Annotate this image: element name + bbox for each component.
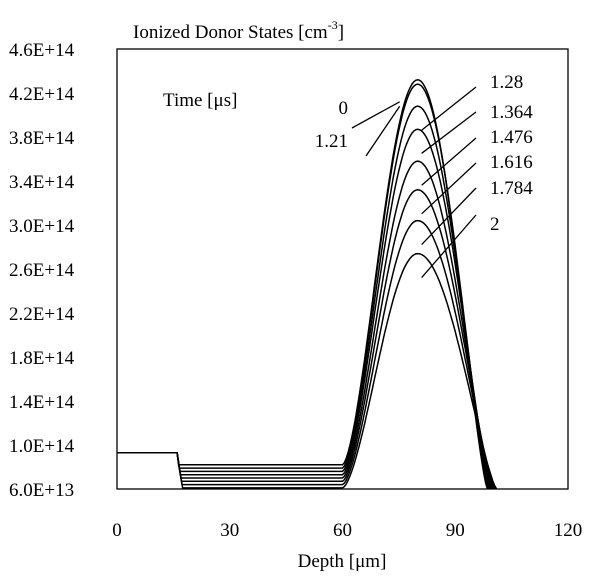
y-tick-label: 1.4E+14 bbox=[9, 392, 75, 413]
x-tick-label: 90 bbox=[446, 520, 465, 541]
series-labels: 0 1.21 1.28 1.364 1.476 1.616 1.784 2 bbox=[315, 72, 533, 279]
leader-line bbox=[421, 187, 477, 246]
series-label: 1.21 bbox=[315, 131, 348, 152]
series-line bbox=[117, 219, 496, 490]
leader-line bbox=[421, 86, 477, 131]
y-tick-label: 1.8E+14 bbox=[9, 348, 75, 369]
y-tick-label: 2.6E+14 bbox=[9, 260, 75, 281]
series-label: 2 bbox=[490, 214, 500, 235]
y-tick-label: 4.6E+14 bbox=[9, 40, 75, 61]
series-line bbox=[117, 128, 493, 490]
series-label: 1.784 bbox=[490, 178, 533, 199]
series-label: 1.364 bbox=[490, 102, 533, 123]
chart-title-superscript: -3 bbox=[328, 18, 338, 32]
series-label: 0 bbox=[339, 98, 349, 119]
leader-line bbox=[421, 111, 477, 154]
y-tick-label: 6.0E+13 bbox=[9, 480, 74, 501]
y-tick-label: 3.4E+14 bbox=[9, 172, 75, 193]
x-tick-label: 0 bbox=[112, 520, 122, 541]
chart-title-suffix: ] bbox=[338, 22, 344, 43]
y-tick-label: 3.8E+14 bbox=[9, 128, 75, 149]
y-tick-label: 3.0E+14 bbox=[9, 216, 75, 237]
series-label: 1.28 bbox=[490, 72, 523, 93]
series-line bbox=[117, 189, 495, 490]
leader-line bbox=[421, 162, 477, 215]
x-axis: 0 30 60 90 120 bbox=[112, 520, 582, 541]
leader-line bbox=[365, 105, 401, 157]
y-tick-label: 4.2E+14 bbox=[9, 84, 75, 105]
chart-title-main: Ionized Donor States [cm bbox=[133, 22, 328, 43]
series-label: 1.616 bbox=[490, 152, 533, 173]
x-tick-label: 30 bbox=[220, 520, 239, 541]
x-axis-title: Depth [μm] bbox=[298, 551, 387, 572]
leader-line bbox=[421, 137, 477, 186]
legend-title: Time [μs] bbox=[163, 90, 237, 111]
leader-line bbox=[351, 101, 400, 129]
plot-frame bbox=[116, 48, 569, 490]
series-line bbox=[117, 252, 498, 490]
series-label: 1.476 bbox=[490, 127, 533, 148]
series-line bbox=[117, 105, 491, 490]
series-line bbox=[117, 79, 489, 490]
series-line bbox=[117, 160, 494, 490]
y-tick-label: 2.2E+14 bbox=[9, 304, 75, 325]
chart-title: Ionized Donor States [cm-3] bbox=[133, 18, 344, 43]
x-tick-label: 120 bbox=[554, 520, 583, 541]
y-tick-label: 1.0E+14 bbox=[9, 436, 75, 457]
leader-line bbox=[421, 214, 477, 279]
series-group bbox=[117, 79, 498, 490]
x-tick-label: 60 bbox=[333, 520, 352, 541]
y-axis: 6.0E+13 1.0E+14 1.4E+14 1.8E+14 2.2E+14 2.6E+… bbox=[9, 40, 75, 501]
